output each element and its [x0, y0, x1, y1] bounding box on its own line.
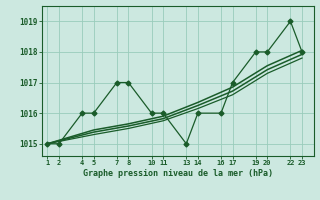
X-axis label: Graphe pression niveau de la mer (hPa): Graphe pression niveau de la mer (hPa) — [83, 169, 273, 178]
